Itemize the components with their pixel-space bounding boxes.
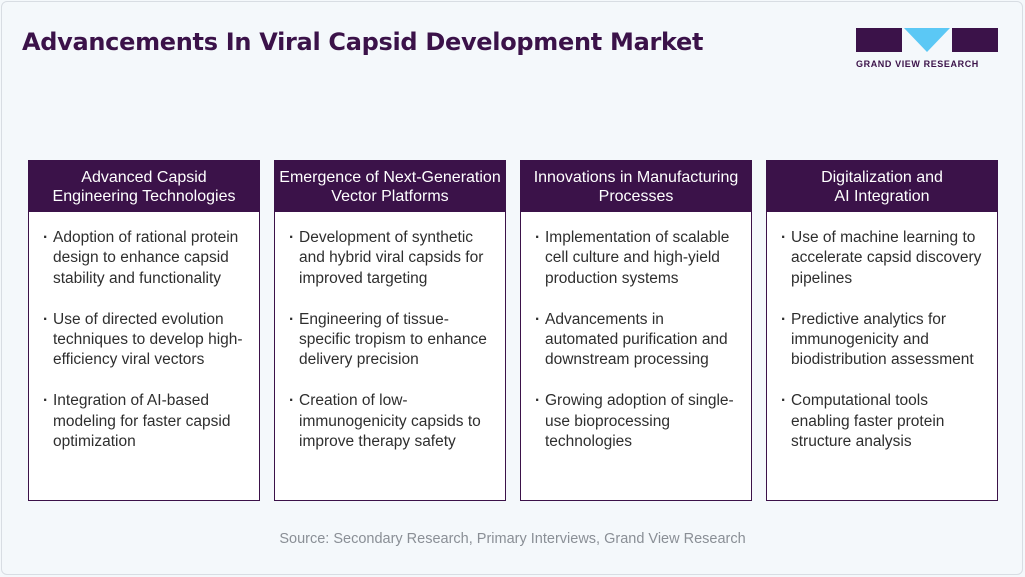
card-title: Advanced Capsid Engineering Technologies	[29, 161, 259, 212]
list-item: Development of synthetic and hybrid vira…	[289, 228, 495, 289]
list-item: Integration of AI-based modeling for fas…	[43, 391, 249, 452]
logo-block-r	[952, 28, 998, 52]
page-title: Advancements In Viral Capsid Development…	[22, 28, 704, 56]
list-item: Implementation of scalable cell culture …	[535, 228, 741, 289]
logo-text: GRAND VIEW RESEARCH	[856, 59, 979, 69]
list-item: Predictive analytics for immunogenicity …	[781, 310, 987, 371]
card-list: Adoption of rational protein design to e…	[29, 212, 259, 452]
logo-triangle	[904, 28, 950, 52]
list-item: Use of machine learning to accelerate ca…	[781, 228, 987, 289]
card-list: Implementation of scalable cell culture …	[521, 212, 751, 452]
card-title: Digitalization and AI Integration	[767, 161, 997, 212]
list-item: Adoption of rational protein design to e…	[43, 228, 249, 289]
card-list: Development of synthetic and hybrid vira…	[275, 212, 505, 452]
card-title: Emergence of Next-Generation Vector Plat…	[275, 161, 505, 212]
logo: GRAND VIEW RESEARCH	[856, 28, 998, 69]
card: Innovations in Manufacturing Processes Im…	[520, 160, 752, 501]
card: Emergence of Next-Generation Vector Plat…	[274, 160, 506, 501]
card-title: Innovations in Manufacturing Processes	[521, 161, 751, 212]
source-note: Source: Secondary Research, Primary Inte…	[279, 531, 746, 547]
list-item: Growing adoption of single-use bioproces…	[535, 391, 741, 452]
card-list: Use of machine learning to accelerate ca…	[767, 212, 997, 452]
card: Advanced Capsid Engineering Technologies…	[28, 160, 260, 501]
list-item: Use of directed evolution techniques to …	[43, 310, 249, 371]
list-item: Advancements in automated purification a…	[535, 310, 741, 371]
list-item: Engineering of tissue-specific tropism t…	[289, 310, 495, 371]
list-item: Creation of low-immunogenicity capsids t…	[289, 391, 495, 452]
logo-block-g	[856, 28, 902, 52]
list-item: Computational tools enabling faster prot…	[781, 391, 987, 452]
card: Digitalization and AI Integration Use of …	[766, 160, 998, 501]
